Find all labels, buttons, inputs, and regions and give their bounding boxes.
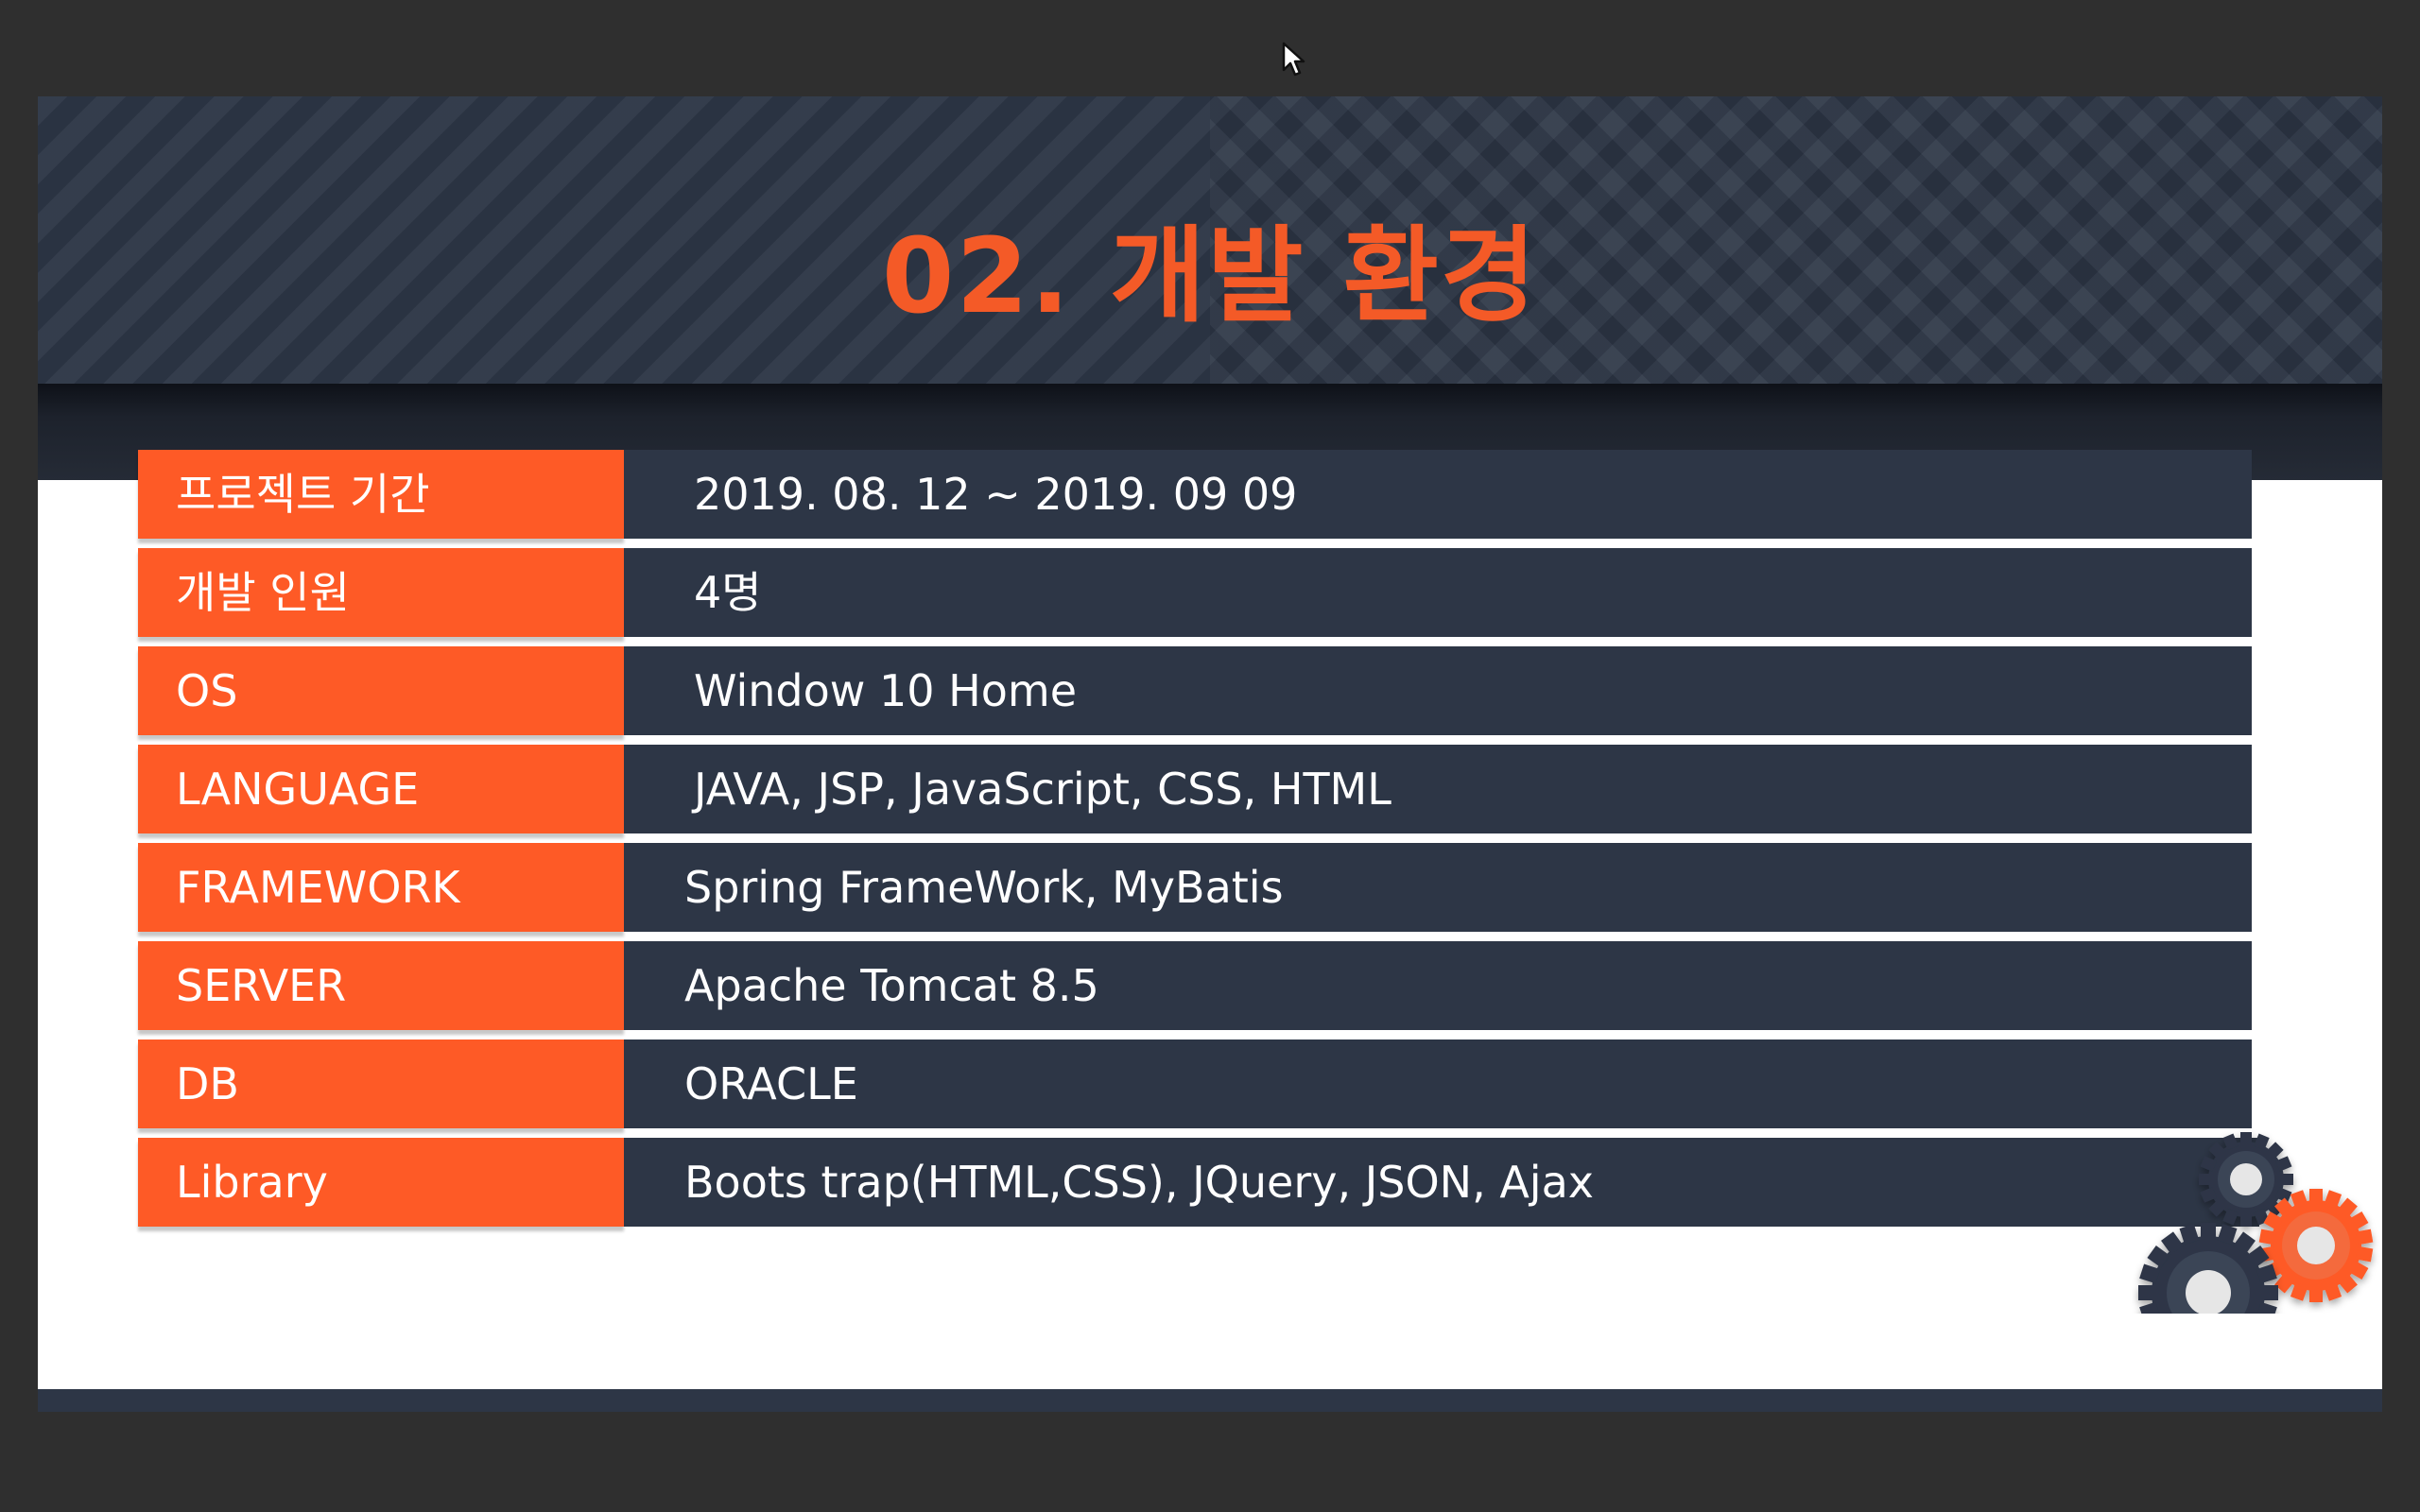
row-value: 2019. 08. 12 ~ 2019. 09 09 bbox=[624, 450, 2252, 539]
gears-icon bbox=[2138, 1132, 2374, 1314]
row-value: Boots trap(HTML,CSS), JQuery, JSON, Ajax bbox=[624, 1138, 2259, 1227]
table-row: LANGUAGE JAVA, JSP, JavaScript, CSS, HTM… bbox=[138, 745, 2252, 833]
row-value: Spring FrameWork, MyBatis bbox=[624, 843, 2252, 932]
table-row: DB ORACLE bbox=[138, 1040, 2252, 1128]
table-row: FRAMEWORK Spring FrameWork, MyBatis bbox=[138, 843, 2252, 932]
row-label: 개발 인원 bbox=[138, 548, 624, 637]
slide-title: 02. 개발 환경 bbox=[881, 215, 1539, 336]
row-value: JAVA, JSP, JavaScript, CSS, HTML bbox=[624, 745, 2252, 833]
row-value: ORACLE bbox=[624, 1040, 2252, 1128]
slide-footer-bar bbox=[38, 1389, 2382, 1412]
table-row: 프로젝트 기간 2019. 08. 12 ~ 2019. 09 09 bbox=[138, 450, 2252, 539]
large-gear-icon bbox=[2138, 1223, 2278, 1314]
table-row: Library Boots trap(HTML,CSS), JQuery, JS… bbox=[138, 1138, 2259, 1227]
row-value: Window 10 Home bbox=[624, 646, 2252, 735]
mouse-pointer-icon bbox=[1282, 42, 1305, 77]
table-row: SERVER Apache Tomcat 8.5 bbox=[138, 941, 2252, 1030]
orange-gear-icon bbox=[2258, 1189, 2374, 1302]
table-row: 개발 인원 4명 bbox=[138, 548, 2252, 637]
row-value: 4명 bbox=[624, 548, 2252, 637]
table-row: OS Window 10 Home bbox=[138, 646, 2252, 735]
small-gear-icon bbox=[2199, 1132, 2293, 1227]
row-label: SERVER bbox=[138, 941, 624, 1030]
row-label: Library bbox=[138, 1138, 624, 1227]
header-pattern bbox=[1210, 96, 2382, 384]
row-label: 프로젝트 기간 bbox=[138, 450, 624, 539]
row-value: Apache Tomcat 8.5 bbox=[624, 941, 2252, 1030]
row-label: DB bbox=[138, 1040, 624, 1128]
row-label: LANGUAGE bbox=[138, 745, 624, 833]
row-label: FRAMEWORK bbox=[138, 843, 624, 932]
row-label: OS bbox=[138, 646, 624, 735]
slide-header: 02. 개발 환경 bbox=[38, 96, 2382, 384]
